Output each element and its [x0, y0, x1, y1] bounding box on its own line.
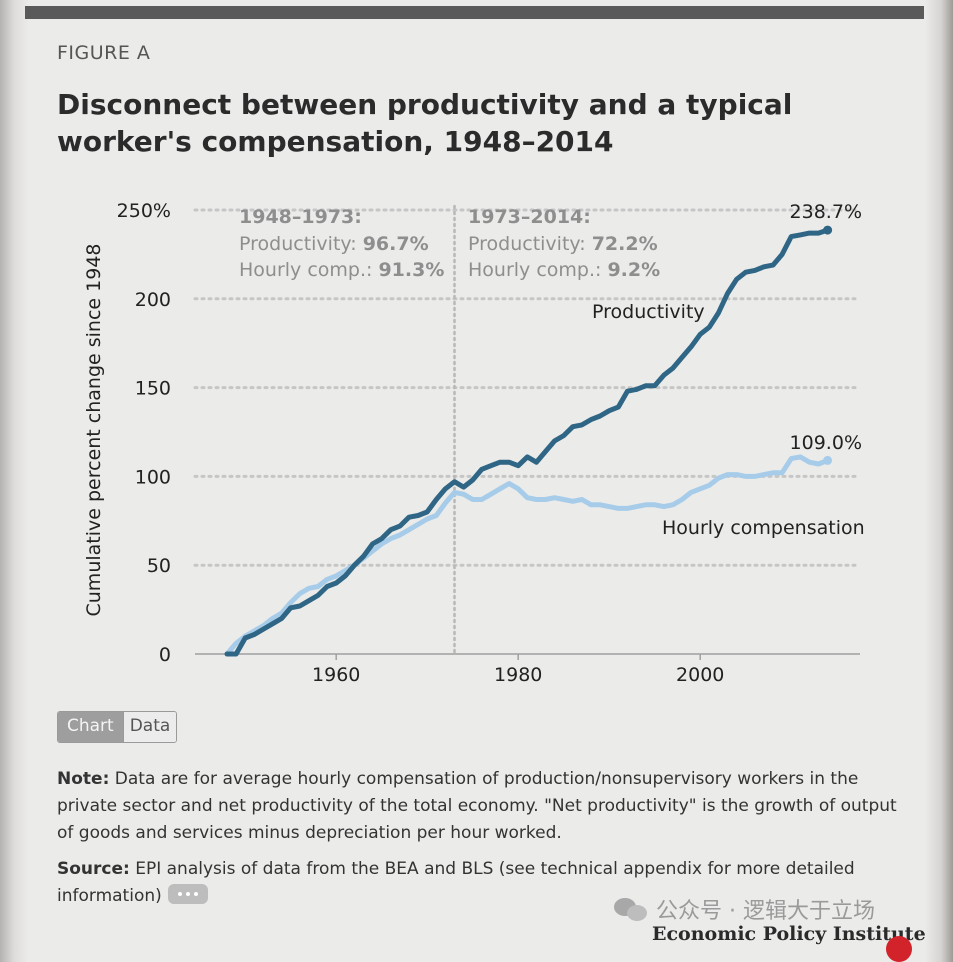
wechat-icon — [614, 896, 648, 922]
more-icon[interactable] — [167, 884, 208, 904]
period-1-productivity: Productivity: 96.7% — [239, 233, 429, 255]
period-1-compensation: Hourly comp.: 91.3% — [239, 259, 444, 281]
y-tick-label: 250% — [117, 200, 171, 222]
compensation-end-label: 109.0% — [790, 432, 862, 454]
y-tick-label: 50 — [147, 555, 171, 577]
chart-title: Disconnect between productivity and a ty… — [57, 88, 793, 158]
watermark-text: 公众号 · 逻辑大于立场 — [656, 899, 875, 924]
y-tick-label: 0 — [159, 644, 171, 666]
productivity-end-point — [823, 225, 833, 235]
figure-label: FIGURE A — [57, 42, 151, 64]
compensation-end-point — [823, 455, 833, 465]
top-bar — [25, 6, 924, 19]
productivity-end-label: 238.7% — [790, 201, 862, 223]
period-2-heading: 1973–2014: — [468, 206, 591, 228]
source-text: EPI analysis of data from the BEA and BL… — [57, 859, 855, 906]
y-tick-label: 200 — [135, 289, 171, 311]
chart-tab[interactable]: Chart — [58, 712, 123, 742]
source-label: Source: — [57, 859, 130, 879]
data-tab[interactable]: Data — [122, 712, 177, 742]
watermark: 公众号 · 逻辑大于立场 — [614, 893, 875, 925]
period-box-2: 1973–2014: Productivity: 72.2% Hourly co… — [468, 206, 660, 281]
period-2-productivity: Productivity: 72.2% — [468, 233, 658, 255]
note-label: Note: — [57, 769, 110, 789]
period-1-heading: 1948–1973: — [239, 206, 362, 228]
chart-source: Source: EPI analysis of data from the BE… — [57, 856, 907, 910]
x-tick-label: 1960 — [312, 664, 360, 686]
compensation-line — [224, 454, 831, 657]
compensation-series-label: Hourly compensation — [662, 517, 865, 539]
y-tick-label: 100 — [135, 466, 171, 488]
publisher-logo: Economic Policy Institute — [652, 923, 926, 945]
x-tick-label: 1980 — [494, 664, 542, 686]
y-tick-label: 150 — [135, 378, 171, 400]
period-2-compensation: Hourly comp.: 9.2% — [468, 259, 660, 281]
x-tick-label: 2000 — [676, 664, 724, 686]
productivity-series-label: Productivity — [592, 301, 705, 323]
chart-data-toggle: Chart Data — [57, 711, 178, 743]
period-box-1: 1948–1973: Productivity: 96.7% Hourly co… — [239, 206, 444, 281]
chart-note: Note: Data are for average hourly compen… — [57, 766, 907, 847]
logo-dot-icon — [886, 936, 912, 962]
y-axis-label: Cumulative percent change since 1948 — [83, 243, 105, 616]
productivity-line — [224, 227, 831, 657]
note-text: Data are for average hourly compensation… — [57, 769, 897, 843]
